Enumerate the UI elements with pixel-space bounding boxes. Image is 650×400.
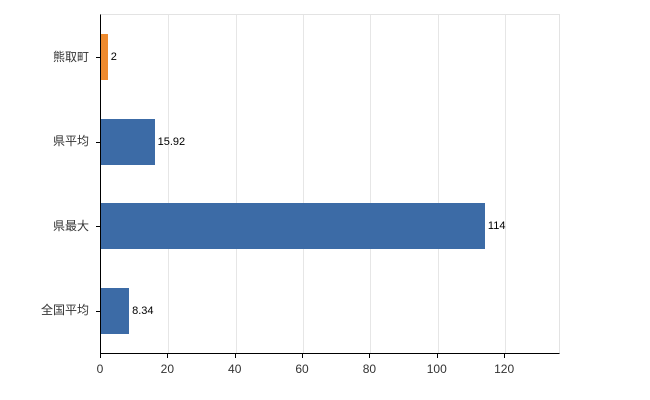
bar-row: 2 [101,15,559,100]
bar-value-label: 2 [110,51,117,64]
gridline [303,15,305,353]
bar-熊取町 [101,34,108,81]
x-tick-mark [302,353,304,358]
y-tick-mark [96,57,100,59]
category-label: 県平均 [52,134,89,149]
gridline [168,15,170,353]
bar-value-label: 114 [487,220,506,233]
x-tick-label: 0 [96,362,104,376]
y-tick-mark [96,310,100,312]
category-label: 全国平均 [40,303,89,318]
gridline [505,15,507,353]
bar-row: 15.92 [101,100,559,185]
category-label: 熊取町 [52,49,89,64]
x-tick-mark [167,353,169,358]
plot-area: 2 15.92 114 8.34 [96,14,560,354]
x-tick-mark [504,353,506,358]
bar-row: 114 [101,184,559,269]
x-tick-mark [100,353,101,358]
bar-県平均 [101,118,155,165]
x-tick-label: 20 [160,362,175,376]
x-tick-label: 40 [228,362,242,376]
gridline [235,15,237,353]
bar-県最大 [101,203,485,250]
x-tick-mark [234,353,236,358]
x-tick-mark [436,353,438,358]
bar-value-label: 8.34 [132,304,154,317]
x-tick-mark [369,353,371,358]
x-tick-label: 120 [494,362,515,376]
x-tick-label: 80 [362,362,377,376]
y-tick-mark [96,141,100,143]
gridline [437,15,439,353]
x-axis-labels: 0 20 40 60 80 100 120 [96,353,558,387]
bar-value-label: 15.92 [157,135,186,148]
bar-全国平均 [101,287,130,334]
x-tick-label: 100 [426,362,447,376]
category-axis-labels: 熊取町県平均県最大全国平均 [0,14,96,352]
gridline [370,15,372,353]
x-tick-label: 60 [295,362,309,376]
y-tick-mark [96,226,100,228]
category-label: 県最大 [52,218,89,233]
bar-row: 8.34 [101,269,559,354]
